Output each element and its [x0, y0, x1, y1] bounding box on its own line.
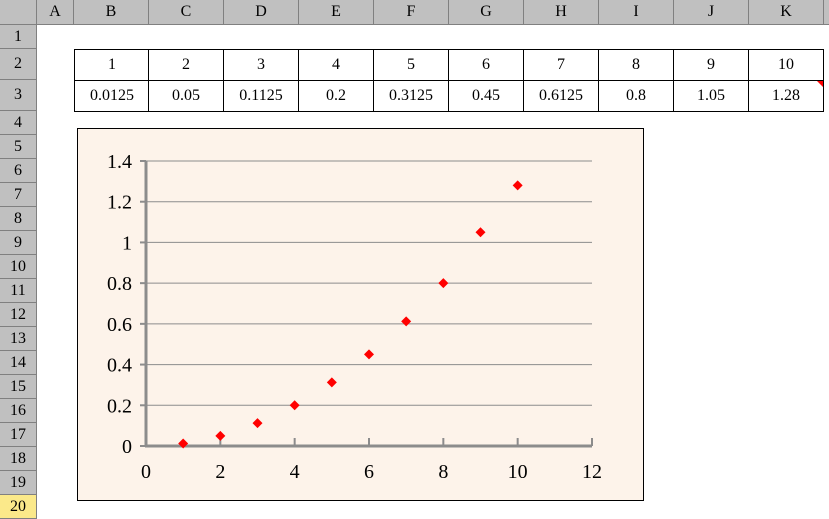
- data-point: [438, 278, 449, 289]
- cell-J2[interactable]: 9: [673, 49, 749, 81]
- scatter-chart[interactable]: 0 0.2 0.4 0.6 0.8 1 1.2 1.4 0 2 4 6 8 10 12: [77, 128, 644, 501]
- y-tick-label: 0.8: [107, 273, 132, 295]
- cell-H3[interactable]: 0.6125: [523, 80, 599, 112]
- comment-indicator-icon[interactable]: [817, 81, 823, 87]
- cell-B2[interactable]: 1: [74, 49, 150, 81]
- row-header-20[interactable]: 20: [0, 495, 37, 519]
- column-header-J[interactable]: J: [674, 0, 749, 25]
- column-header-extra[interactable]: [824, 0, 829, 25]
- row-header-19[interactable]: 19: [0, 471, 37, 495]
- cell-C3[interactable]: 0.05: [148, 80, 224, 112]
- row-header-14[interactable]: 14: [0, 351, 37, 375]
- chart-svg: 0 0.2 0.4 0.6 0.8 1 1.2 1.4 0 2 4 6 8 10 12: [107, 151, 602, 483]
- row-header-5[interactable]: 5: [0, 135, 37, 159]
- column-header-B[interactable]: B: [74, 0, 149, 25]
- cell-J3[interactable]: 1.05: [673, 80, 749, 112]
- row-header-15[interactable]: 15: [0, 375, 37, 399]
- cell-D2[interactable]: 3: [223, 49, 299, 81]
- x-tick-label: 6: [364, 461, 374, 483]
- row-header-11[interactable]: 11: [0, 279, 37, 303]
- cell-G2[interactable]: 6: [448, 49, 524, 81]
- y-tick-label: 0.6: [107, 314, 132, 336]
- data-point: [401, 316, 412, 327]
- data-point: [326, 377, 337, 388]
- row-header-10[interactable]: 10: [0, 255, 37, 279]
- row-header-4[interactable]: 4: [0, 111, 37, 135]
- column-header-I[interactable]: I: [599, 0, 674, 25]
- cell-K2[interactable]: 10: [748, 49, 824, 81]
- row-header-3[interactable]: 3: [0, 80, 37, 111]
- cell-I2[interactable]: 8: [598, 49, 674, 81]
- row-header-1[interactable]: 1: [0, 25, 37, 49]
- cell-B3[interactable]: 0.0125: [74, 80, 150, 112]
- x-tick-label: 2: [215, 461, 225, 483]
- y-tick-label: 0: [122, 436, 132, 458]
- y-tick-label: 1.2: [107, 192, 132, 214]
- cell-E2[interactable]: 4: [298, 49, 374, 81]
- data-point: [289, 400, 300, 411]
- cell-I3[interactable]: 0.8: [598, 80, 674, 112]
- x-tick-label: 8: [438, 461, 448, 483]
- column-header-E[interactable]: E: [299, 0, 374, 25]
- x-tick-label: 0: [141, 461, 151, 483]
- row-header-2[interactable]: 2: [0, 49, 37, 80]
- column-header-F[interactable]: F: [374, 0, 449, 25]
- column-header-C[interactable]: C: [149, 0, 224, 25]
- column-header-K[interactable]: K: [749, 0, 824, 25]
- y-tick-label: 0.4: [107, 355, 132, 377]
- column-header-H[interactable]: H: [524, 0, 599, 25]
- x-tick-label: 10: [508, 461, 528, 483]
- row-header-7[interactable]: 7: [0, 183, 37, 207]
- x-tick-label: 12: [582, 461, 602, 483]
- row-header-6[interactable]: 6: [0, 159, 37, 183]
- row-header-17[interactable]: 17: [0, 423, 37, 447]
- cell-F3[interactable]: 0.3125: [373, 80, 449, 112]
- data-point: [475, 227, 486, 238]
- column-header-D[interactable]: D: [224, 0, 299, 25]
- x-tick-label: 4: [290, 461, 300, 483]
- row-header-16[interactable]: 16: [0, 399, 37, 423]
- data-point: [215, 430, 226, 441]
- cell-K3[interactable]: 1.28: [748, 80, 824, 112]
- cell-F2[interactable]: 5: [373, 49, 449, 81]
- cell-G3[interactable]: 0.45: [448, 80, 524, 112]
- data-point: [252, 418, 263, 429]
- y-tick-label: 1: [122, 232, 132, 254]
- y-tick-label: 1.4: [107, 151, 132, 173]
- row-header-13[interactable]: 13: [0, 327, 37, 351]
- row-header-9[interactable]: 9: [0, 231, 37, 255]
- row-header-12[interactable]: 12: [0, 303, 37, 327]
- row-header-18[interactable]: 18: [0, 447, 37, 471]
- cell-E3[interactable]: 0.2: [298, 80, 374, 112]
- data-point: [178, 438, 189, 449]
- cell-H2[interactable]: 7: [523, 49, 599, 81]
- cell-C2[interactable]: 2: [148, 49, 224, 81]
- data-point: [512, 180, 523, 191]
- select-all-corner[interactable]: [0, 0, 37, 25]
- cell-D3[interactable]: 0.1125: [223, 80, 299, 112]
- y-tick-label: 0.2: [107, 395, 132, 417]
- column-header-A[interactable]: A: [37, 0, 74, 25]
- row-header-8[interactable]: 8: [0, 207, 37, 231]
- data-point: [364, 349, 374, 360]
- column-header-G[interactable]: G: [449, 0, 524, 25]
